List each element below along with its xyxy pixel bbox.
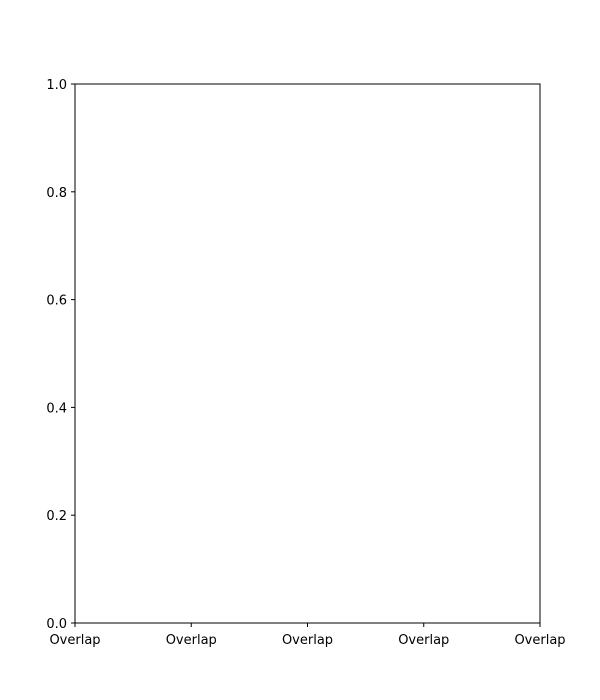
y-tick-label: 0.2 [46, 509, 67, 524]
plot-area [75, 84, 540, 623]
x-tick-label: Overlap [514, 633, 565, 648]
y-tick-label: 0.8 [46, 186, 67, 201]
x-tick-label: Overlap [398, 633, 449, 648]
x-tick-label: Overlap [282, 633, 333, 648]
x-tick-label: Overlap [166, 633, 217, 648]
x-tick-label: Overlap [49, 633, 100, 648]
axes-frame [74, 83, 541, 624]
y-tick-label: 1.0 [46, 78, 67, 93]
y-tick-label: 0.0 [46, 617, 67, 632]
y-axis: 0.0 0.2 0.4 0.6 0.8 1.0 [46, 78, 75, 632]
x-axis: Overlap Overlap Overlap Overlap Overlap [49, 623, 566, 648]
y-tick-label: 0.6 [46, 294, 67, 309]
y-tick-label: 0.4 [46, 401, 67, 416]
